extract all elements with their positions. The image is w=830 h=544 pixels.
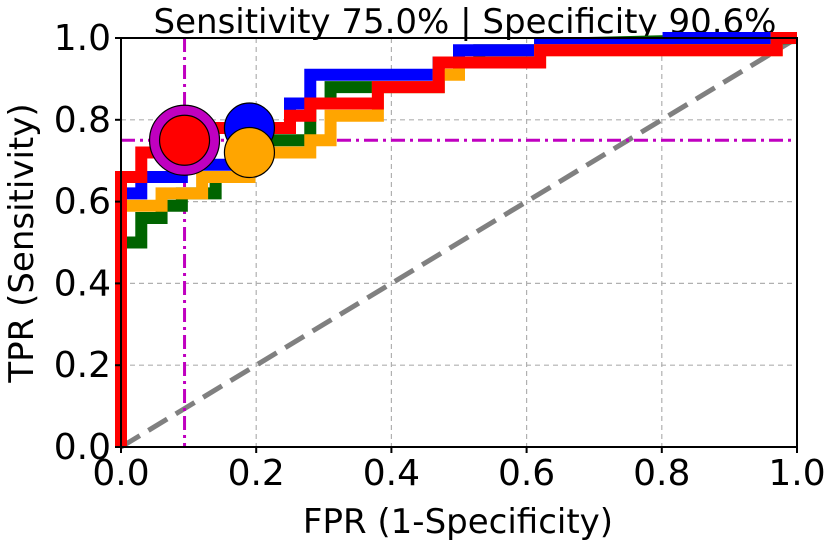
- x-axis-label: FPR (1-Specificity): [303, 502, 613, 542]
- marker-orange-operating-point: [223, 126, 276, 179]
- x-tick-label: 0.8: [633, 453, 690, 494]
- x-tick-label: 0.2: [228, 453, 285, 494]
- x-tick-label: 0.0: [92, 453, 149, 494]
- y-tick-label: 0.4: [54, 263, 111, 304]
- x-axis-ticks: 0.0 0.2 0.4 0.6 0.8 1.0: [92, 447, 826, 494]
- marker-red-operating-point: [158, 114, 211, 166]
- x-tick-label: 0.4: [363, 453, 420, 494]
- y-axis-ticks: 0.0 0.2 0.4 0.6 0.8 1.0: [54, 18, 121, 468]
- y-tick-label: 0.2: [54, 345, 111, 386]
- y-tick-label: 0.8: [54, 100, 111, 141]
- plot-frame: [120, 37, 798, 448]
- markers-layer: [148, 102, 276, 179]
- reference-lines: [119, 35, 799, 450]
- chance-diagonal: [119, 35, 799, 450]
- y-tick-label: 1.0: [54, 18, 111, 59]
- x-tick-label: 0.6: [498, 453, 555, 494]
- x-tick-label: 1.0: [768, 453, 825, 494]
- y-axis-label: TPR (Sensitivity): [2, 103, 42, 383]
- y-tick-label: 0.0: [54, 427, 111, 468]
- y-tick-label: 0.6: [54, 182, 111, 223]
